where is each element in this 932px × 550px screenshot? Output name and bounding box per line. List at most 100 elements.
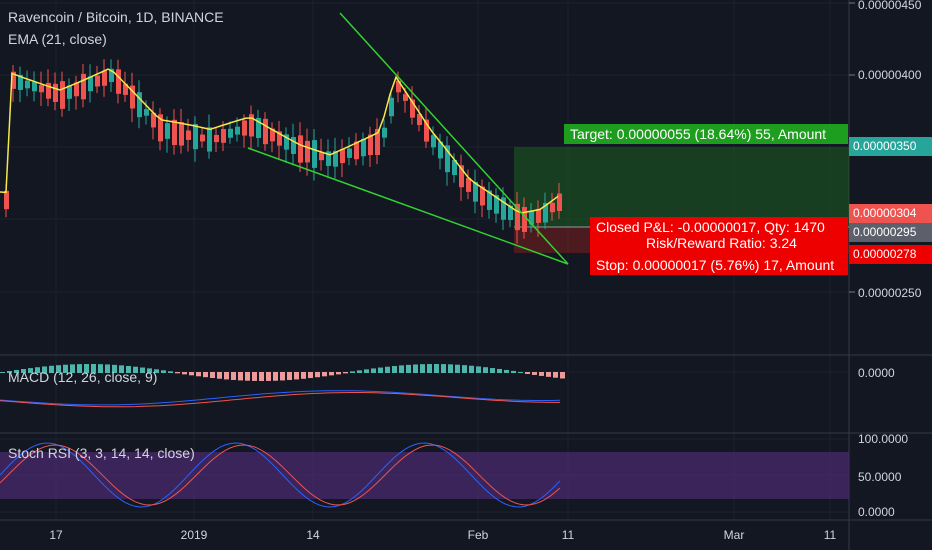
macd-axis-tick: 0.0000 [858, 366, 895, 380]
candle-body [347, 148, 352, 158]
candle-body [151, 112, 156, 128]
macd-bar [469, 365, 474, 373]
macd-bar [406, 364, 411, 373]
candle-body [207, 127, 212, 152]
macd-bar [42, 366, 47, 373]
macd-bar [511, 370, 516, 373]
candle-body [480, 186, 485, 206]
macd-bar [140, 367, 145, 373]
candle-body [144, 109, 149, 116]
macd-bar [280, 372, 285, 381]
stop-label[interactable]: Stop: 0.00000017 (5.76%) 17, Amount [590, 255, 848, 275]
macd-bar [98, 364, 103, 373]
candle-body [508, 205, 513, 221]
stoch-rsi-legend[interactable]: Stoch RSI (3, 3, 14, 14, close) [8, 445, 195, 461]
pnl-label[interactable]: Closed P&L: -0.00000017, Qty: 1470 Risk/… [590, 217, 848, 261]
candle-body [39, 85, 44, 93]
candle-body [417, 114, 422, 126]
candle-body [130, 85, 135, 109]
macd-bar [231, 372, 236, 380]
macd-bar [70, 364, 75, 373]
macd-bar [273, 372, 278, 381]
candle-body [354, 141, 359, 160]
macd-bar [322, 372, 327, 377]
macd-bar [427, 364, 432, 373]
macd-bar [490, 368, 495, 373]
ema-line [0, 68, 559, 214]
candle-body [221, 128, 226, 143]
macd-bar [357, 370, 362, 373]
candle-body [543, 202, 548, 223]
macd-bar [63, 364, 68, 373]
target-label[interactable]: Target: 0.00000055 (18.64%) 55, Amount [564, 124, 848, 144]
macd-bar [287, 372, 292, 380]
macd-bar [147, 368, 152, 373]
macd-bar [14, 369, 19, 373]
macd-bar [539, 372, 544, 376]
candle-body [431, 135, 436, 148]
candle-body [263, 118, 268, 145]
macd-bar [413, 364, 418, 373]
candle-body [242, 120, 247, 136]
macd-bar [266, 372, 271, 381]
macd-bar [504, 369, 509, 373]
macd-bar [448, 364, 453, 373]
candle-body [340, 148, 345, 164]
candle-body [305, 140, 310, 163]
candle-body [333, 150, 338, 167]
candle-body [473, 181, 478, 202]
macd-bar [378, 367, 383, 373]
candle-body [529, 210, 534, 225]
candle-body [319, 152, 324, 161]
macd-bar [434, 364, 439, 373]
macd-bar [7, 370, 12, 373]
candle-body [60, 81, 65, 109]
macd-bar [154, 369, 159, 373]
time-axis-tick: 17 [49, 528, 63, 542]
macd-bar [84, 364, 89, 373]
candle-body [536, 209, 541, 223]
candle-body [270, 128, 275, 142]
stop-price-tag: 0.00000278 [849, 245, 932, 264]
macd-bar [245, 372, 250, 381]
macd-bar [553, 372, 558, 378]
time-axis-tick: Feb [467, 528, 489, 542]
macd-bar [420, 364, 425, 373]
macd-bar [189, 372, 194, 376]
macd-bar [252, 372, 257, 381]
candle-body [459, 165, 464, 188]
macd-bar [161, 370, 166, 373]
candle-body [277, 131, 282, 146]
candle-body [165, 123, 170, 139]
macd-bar [182, 372, 187, 375]
macd-bar [259, 372, 264, 381]
candle-body [137, 92, 142, 118]
candle-body [361, 138, 366, 157]
candle-body [25, 80, 30, 89]
macd-bar [462, 365, 467, 373]
macd-bar [455, 364, 460, 373]
candle-body [487, 190, 492, 210]
macd-bar [385, 366, 390, 373]
candle-body [403, 94, 408, 101]
signal-line [0, 392, 560, 408]
ema-legend[interactable]: EMA (21, close) [8, 31, 107, 47]
candle-body [256, 117, 261, 139]
candle-body [452, 159, 457, 176]
stoch-axis-tick: 50.0000 [858, 470, 902, 484]
candle-body [501, 197, 506, 220]
macd-bar [133, 366, 138, 373]
macd-bar [364, 369, 369, 373]
candle-body [396, 80, 401, 93]
target-price-tag: 0.00000350 [849, 137, 932, 156]
macd-legend[interactable]: MACD (12, 26, close, 9) [8, 369, 158, 385]
candle-body [172, 119, 177, 145]
macd-bar [399, 365, 404, 373]
last-price-tag: 0.00000304 [849, 204, 932, 223]
stoch-axis-tick: 0.0000 [858, 505, 895, 519]
candle-body [445, 145, 450, 173]
entry-price-tag: 0.00000295 [849, 223, 932, 242]
macd-bar [21, 369, 26, 373]
macd-bar [0, 372, 5, 373]
